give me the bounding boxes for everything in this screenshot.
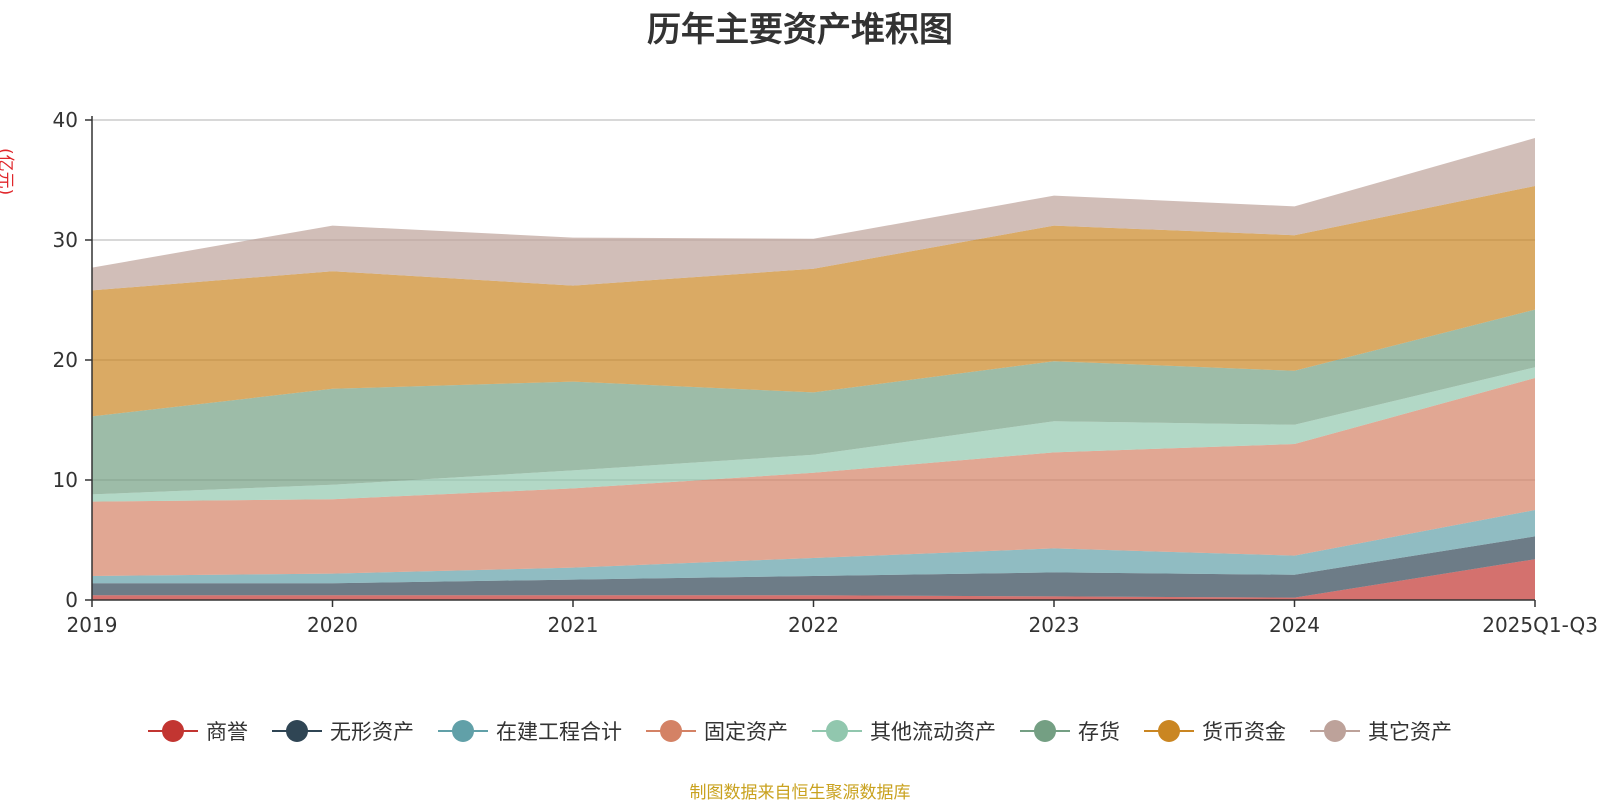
area-series-5 <box>92 309 1535 495</box>
area-series <box>92 138 1535 600</box>
legend-label: 商誉 <box>206 720 248 744</box>
x-tick-label: 2025Q1-Q3 <box>1482 613 1598 637</box>
legend-item-4[interactable]: 其他流动资产 <box>812 716 996 746</box>
y-tick-label: 20 <box>53 348 78 372</box>
legend-item-3[interactable]: 固定资产 <box>646 716 788 746</box>
stacked-area-chart: 0 10 20 30 40 2019 2020 2021 2022 2023 2024 2025Q1… <box>53 108 1598 637</box>
legend-item-5[interactable]: 存货 <box>1020 716 1120 746</box>
legend-label: 其他流动资产 <box>870 720 996 744</box>
y-tick-label: 30 <box>53 228 78 252</box>
legend-label: 在建工程合计 <box>496 720 622 744</box>
x-tick-label: 2021 <box>548 613 599 637</box>
x-tick-label: 2023 <box>1029 613 1080 637</box>
area-series-0 <box>92 559 1535 600</box>
area-series-2 <box>92 510 1535 584</box>
legend-label: 无形资产 <box>330 720 414 744</box>
legend-item-7[interactable]: 其它资产 <box>1310 716 1452 746</box>
source-note: 制图数据来自恒生聚源数据库 <box>689 783 911 803</box>
x-tick-labels: 2019 2020 2021 2022 2023 2024 2025Q1-Q3 <box>67 600 1598 637</box>
legend-label: 其它资产 <box>1368 720 1452 744</box>
area-series-7 <box>92 138 1535 291</box>
legend-item-6[interactable]: 货币资金 <box>1144 716 1286 746</box>
y-tick-label: 10 <box>53 468 78 492</box>
legend: 商誉 无形资产 在建工程合计 固定资产 其他流动资产 存货 货币资金 其它资产 <box>0 716 1600 746</box>
legend-marker-icon <box>1020 720 1070 742</box>
y-tick-label: 40 <box>53 108 78 132</box>
legend-item-2[interactable]: 在建工程合计 <box>438 716 622 746</box>
legend-item-1[interactable]: 无形资产 <box>272 716 414 746</box>
x-tick-label: 2024 <box>1269 613 1320 637</box>
legend-marker-icon <box>1144 720 1194 742</box>
legend-label: 货币资金 <box>1202 720 1286 744</box>
legend-marker-icon <box>272 720 322 742</box>
x-tick-label: 2019 <box>67 613 118 637</box>
area-series-3 <box>92 378 1535 576</box>
legend-label: 存货 <box>1078 720 1120 744</box>
legend-item-0[interactable]: 商誉 <box>148 716 248 746</box>
y-tick-labels: 0 10 20 30 40 <box>53 108 78 612</box>
area-series-1 <box>92 536 1535 598</box>
legend-marker-icon <box>646 720 696 742</box>
y-tick-label: 0 <box>65 588 78 612</box>
x-tick-label: 2022 <box>788 613 839 637</box>
legend-marker-icon <box>1310 720 1360 742</box>
legend-marker-icon <box>438 720 488 742</box>
area-series-4 <box>92 367 1535 502</box>
legend-marker-icon <box>148 720 198 742</box>
area-series-6 <box>92 186 1535 417</box>
chart-title: 历年主要资产堆积图 <box>647 10 953 50</box>
legend-label: 固定资产 <box>704 720 788 744</box>
legend-marker-icon <box>812 720 862 742</box>
x-tick-label: 2020 <box>307 613 358 637</box>
